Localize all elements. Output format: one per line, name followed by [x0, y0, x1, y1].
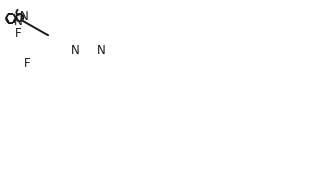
Text: N: N	[96, 44, 105, 57]
Text: N: N	[71, 44, 80, 57]
Text: N: N	[14, 15, 23, 28]
Text: F: F	[24, 57, 30, 70]
Text: N: N	[20, 10, 28, 23]
Text: F: F	[15, 27, 22, 40]
